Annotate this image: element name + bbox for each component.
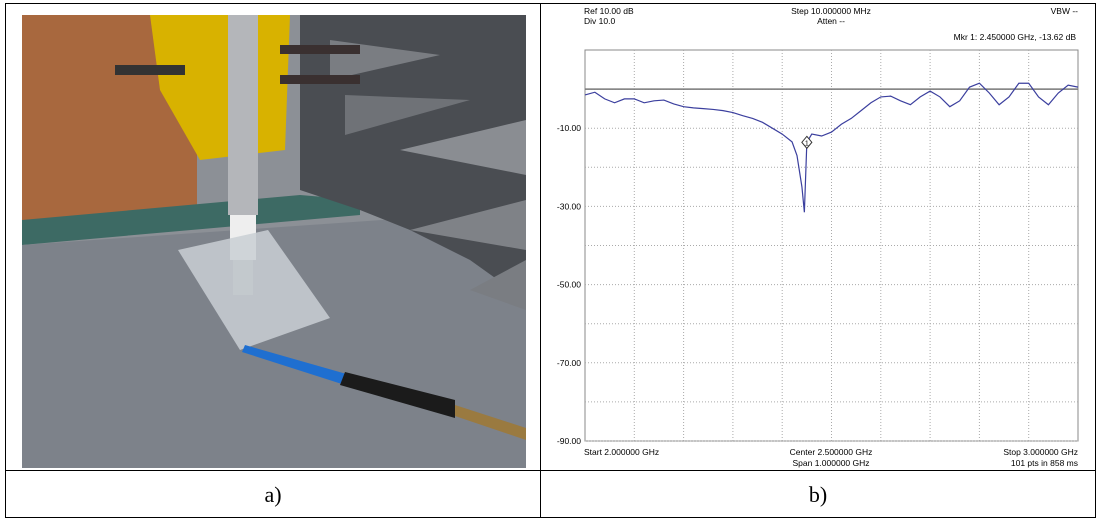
marker-label: 1	[805, 140, 809, 147]
caption: a)	[264, 482, 281, 507]
marker-readout: Mkr 1: 2.450000 GHz, -13.62 dB	[954, 32, 1077, 42]
marker	[801, 135, 813, 150]
y-tick-label: -90.00	[557, 436, 581, 446]
vbw: VBW --	[1051, 6, 1079, 16]
span: Span 1.000000 GHz	[792, 458, 869, 468]
ref-level: Ref 10.00 dB	[584, 6, 634, 16]
start-freq: Start 2.000000 GHz	[584, 447, 659, 457]
attenuation: Atten --	[817, 16, 845, 26]
step: Step 10.000000 MHz	[791, 6, 871, 16]
trace	[584, 82, 1079, 213]
division: Div 10.0	[584, 16, 615, 26]
y-tick-label: -70.00	[557, 358, 581, 368]
y-tick-label: -50.00	[557, 280, 581, 290]
points: 101 pts in 858 ms	[1011, 458, 1078, 468]
y-tick-label: -30.00	[557, 201, 581, 211]
photo	[22, 15, 526, 468]
frame	[5, 3, 1096, 518]
caption: b)	[809, 482, 827, 507]
stop-freq: Stop 3.000000 GHz	[1003, 447, 1078, 457]
center-freq: Center 2.500000 GHz	[790, 447, 873, 457]
y-tick-label: -10.00	[557, 123, 581, 133]
